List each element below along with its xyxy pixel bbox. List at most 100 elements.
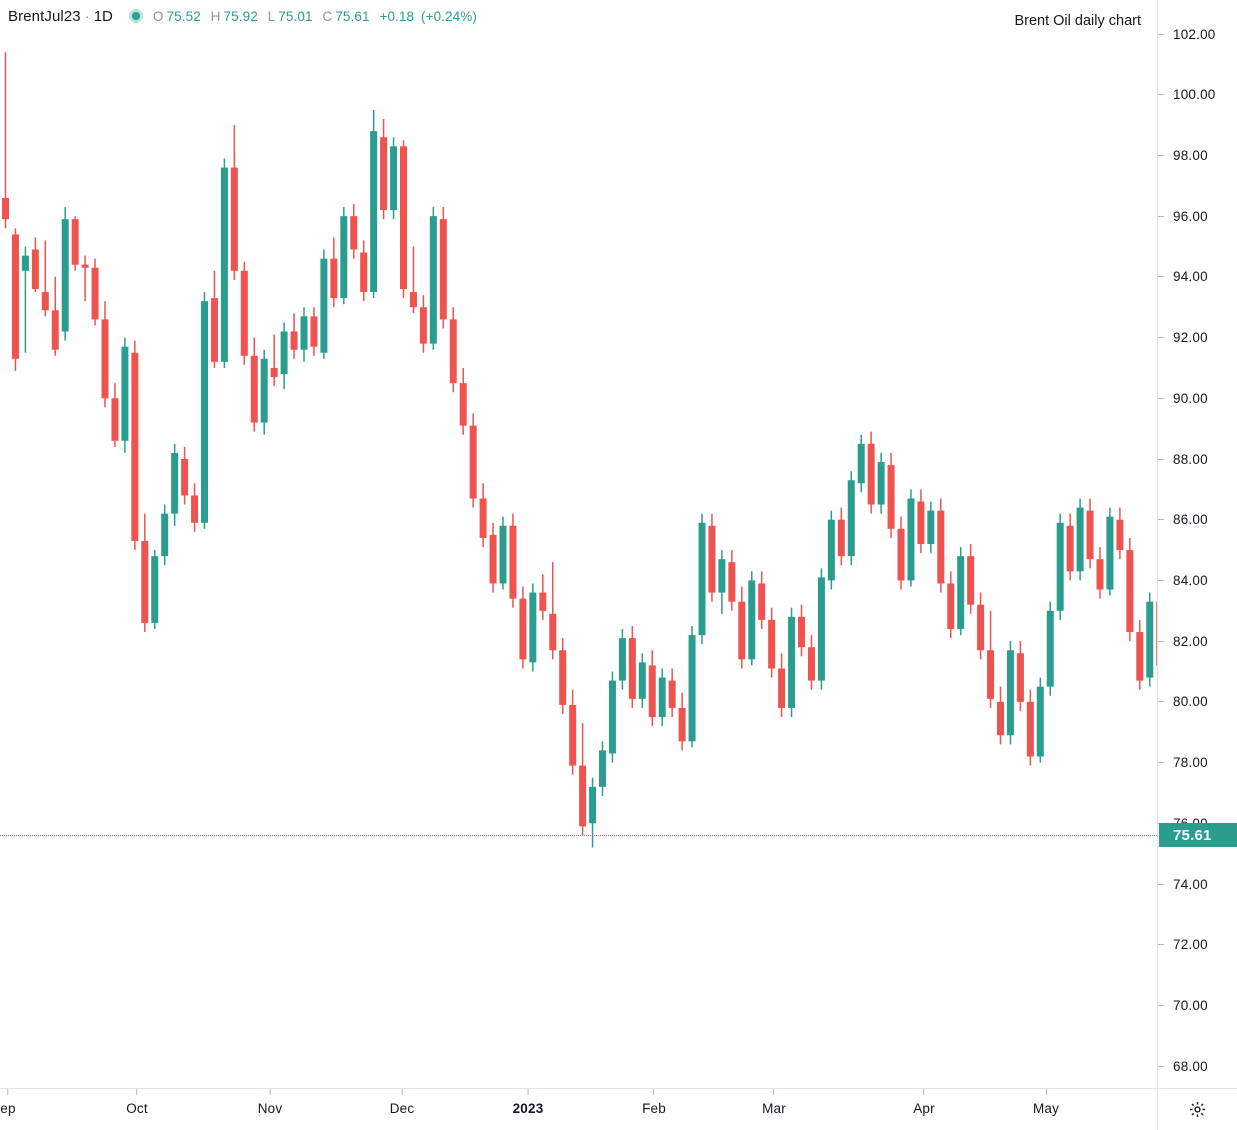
candle-body: [1096, 559, 1104, 590]
candle-body: [1006, 650, 1014, 736]
axis-corner: [1157, 1088, 1237, 1130]
candle-body: [1026, 701, 1034, 757]
chart-plot-area[interactable]: [0, 0, 1157, 1088]
price-tick-mark: [1158, 883, 1164, 885]
price-tick: 98.00: [1158, 147, 1208, 163]
price-tick: 72.00: [1158, 937, 1208, 953]
current-price-badge[interactable]: 75.61: [1159, 823, 1237, 848]
candle-body: [867, 443, 875, 505]
candle-body: [81, 264, 89, 268]
price-axis[interactable]: 102.00 100.00 98.00 96.00 94.00 92.00 90.00 88.…: [1157, 0, 1237, 1088]
candle-wick: [4, 52, 7, 229]
candle-body: [21, 255, 29, 271]
candle-body: [877, 462, 885, 505]
candle-body: [768, 619, 776, 669]
candle-wick: [24, 246, 27, 353]
price-tick: 102.00: [1158, 26, 1216, 42]
low-key: L: [267, 8, 276, 24]
price-tick-mark: [1158, 397, 1164, 399]
chart-legend: BrentJul23 · 1D O 75.52 H 75.92 L 75.01 C 75…: [8, 5, 480, 27]
time-tick-mark: [269, 1089, 271, 1095]
candle-body: [1136, 632, 1144, 681]
candle-body: [519, 598, 527, 660]
candle-body: [887, 465, 895, 529]
price-tick-label: 84.00: [1173, 572, 1208, 588]
candle-body: [250, 355, 258, 423]
candle-wick: [84, 255, 86, 302]
candle-body: [688, 635, 696, 742]
candle-body: [728, 562, 736, 602]
candle-body: [340, 216, 348, 299]
candle-body: [698, 522, 706, 636]
candle-body: [91, 267, 99, 320]
price-tick: 84.00: [1158, 572, 1208, 588]
candle-body: [1046, 610, 1054, 687]
candle-body: [280, 331, 288, 374]
time-tick-mark: [653, 1089, 655, 1095]
candle-body: [360, 252, 368, 293]
price-tick: 82.00: [1158, 633, 1208, 649]
price-tick: 74.00: [1158, 876, 1208, 892]
candle-body: [1086, 510, 1094, 560]
candle-body: [51, 310, 59, 350]
high-value: 75.92: [223, 8, 258, 24]
candle-body: [897, 528, 905, 581]
candle-body: [529, 592, 537, 663]
candle-body: [1066, 525, 1074, 572]
price-tick-mark: [1158, 944, 1164, 946]
price-tick-mark: [1158, 519, 1164, 521]
candle-body: [1116, 519, 1124, 551]
current-price-value: 75.61: [1173, 826, 1212, 844]
time-tick-label: Dec: [389, 1101, 415, 1116]
candle-body: [479, 498, 487, 538]
candle-body: [738, 601, 746, 660]
time-tick-mark: [923, 1089, 925, 1095]
candle-wick: [412, 246, 415, 314]
candle-body: [927, 510, 935, 544]
candle-body: [300, 316, 308, 350]
candle-body: [380, 137, 388, 211]
price-tick-mark: [1158, 94, 1164, 96]
price-tick: 86.00: [1158, 512, 1208, 528]
candle-body: [111, 398, 119, 441]
price-tick-mark: [1158, 154, 1164, 156]
candle-body: [1056, 522, 1064, 611]
candle-body: [569, 704, 577, 766]
candle-body: [409, 292, 417, 308]
gear-icon[interactable]: [1189, 1101, 1206, 1118]
candle-body: [1146, 601, 1154, 678]
price-tick-mark: [1158, 337, 1164, 339]
symbol-label[interactable]: BrentJul23: [8, 7, 81, 25]
price-tick-mark: [1158, 579, 1164, 581]
candle-wick: [44, 240, 47, 317]
price-tick: 88.00: [1158, 451, 1208, 467]
price-tick-label: 80.00: [1173, 694, 1208, 710]
candle-body: [459, 383, 467, 426]
price-tick-label: 102.00: [1173, 26, 1216, 42]
candle-body: [957, 556, 965, 629]
candle-body: [907, 498, 915, 581]
open-key: O: [152, 8, 164, 24]
candle-body: [579, 765, 587, 827]
price-tick-mark: [1158, 215, 1164, 217]
candle-body: [499, 525, 507, 584]
legend-separator: ·: [84, 7, 90, 25]
price-tick-label: 86.00: [1173, 512, 1208, 528]
time-axis[interactable]: ep Oct Nov Dec 2023 Feb Mar Apr May: [0, 1088, 1157, 1130]
time-tick-label: ep: [0, 1101, 16, 1116]
candle-body: [628, 638, 636, 699]
candle-body: [748, 580, 756, 660]
candle-body: [608, 680, 616, 754]
close-value: 75.61: [335, 8, 370, 24]
candle-body: [370, 131, 378, 293]
time-tick: May: [1033, 1089, 1059, 1116]
candle-body: [817, 577, 825, 681]
candle-body: [718, 559, 726, 593]
candle-body: [131, 352, 139, 541]
candle-body: [618, 638, 626, 681]
candle-body: [41, 292, 49, 311]
candle-body: [71, 219, 79, 265]
candle-body: [638, 662, 646, 699]
interval-label[interactable]: 1D: [93, 7, 113, 25]
